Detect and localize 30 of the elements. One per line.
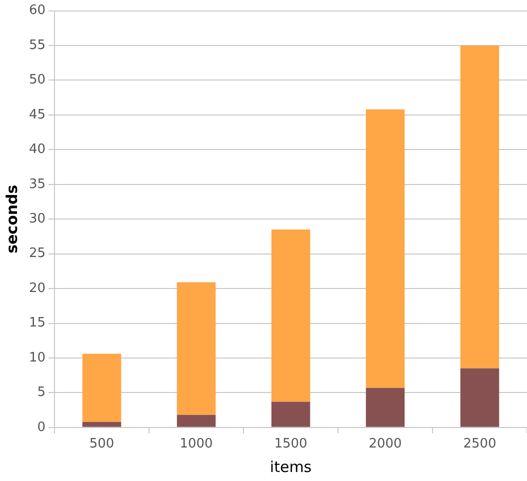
x-axis-title: items [270,458,312,476]
bar [271,230,310,402]
bar [271,402,310,427]
y-tick-label: 10 [28,350,46,366]
bar [460,368,500,427]
x-tick-label: 1500 [274,436,308,452]
bar [366,109,405,388]
y-tick-label: 55 [28,38,46,53]
x-tick-label: 1000 [180,436,213,452]
x-tick-label: 500 [89,436,114,452]
x-tick-label: 2000 [368,436,402,452]
y-tick-label: 5 [37,385,46,400]
x-tick-label: 2500 [463,436,496,452]
y-tick-label: 50 [28,72,46,88]
bar [176,282,216,415]
y-tick-label: 20 [28,280,46,296]
y-tick-label: 45 [28,107,46,122]
y-axis-title: seconds [2,184,21,254]
bar [366,388,405,427]
y-tick-label: 25 [28,246,46,262]
y-tick-label: 40 [28,142,46,158]
bar [82,354,122,422]
bar [460,46,500,368]
y-tick-label: 15 [28,316,46,331]
bar [82,422,122,427]
bar [176,414,216,427]
y-tick-label: 0 [37,420,46,435]
y-tick-label: 35 [28,176,46,192]
y-tick-label: 60 [28,3,46,18]
y-tick-label: 30 [28,211,46,226]
